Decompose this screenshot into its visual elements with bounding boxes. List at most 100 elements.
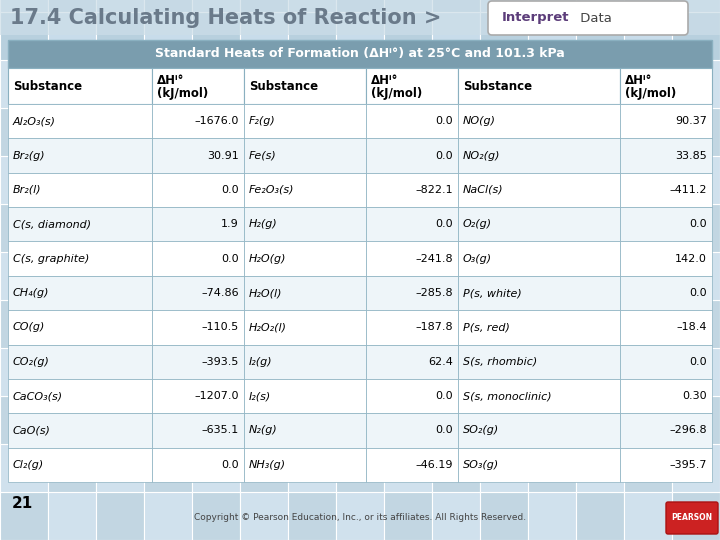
Bar (8, 276, 152, 310)
Text: –110.5: –110.5 (202, 322, 239, 332)
Bar (384, 444, 432, 492)
Text: –18.4: –18.4 (677, 322, 707, 332)
Bar (240, 204, 288, 252)
Text: –395.7: –395.7 (670, 460, 707, 470)
Bar (8, 310, 152, 345)
Bar (244, 310, 366, 345)
Bar (96, 12, 144, 60)
Bar (192, 204, 240, 252)
Bar (576, 204, 624, 252)
Text: 0.0: 0.0 (435, 426, 453, 435)
Bar (672, 444, 720, 492)
Bar (576, 444, 624, 492)
Bar (240, 300, 288, 348)
Bar (672, 60, 720, 108)
Bar (48, 0, 96, 12)
Text: –411.2: –411.2 (670, 185, 707, 195)
Bar (0, 108, 48, 156)
Bar (0, 156, 48, 204)
Text: O₂(g): O₂(g) (463, 219, 492, 230)
Text: Interpret: Interpret (502, 11, 570, 24)
Bar (620, 310, 712, 345)
Bar (244, 241, 366, 276)
Text: –393.5: –393.5 (202, 357, 239, 367)
Text: 1.9: 1.9 (221, 219, 239, 230)
Bar (48, 492, 96, 540)
Bar (528, 60, 576, 108)
Bar (480, 156, 528, 204)
Bar (528, 444, 576, 492)
Bar (432, 492, 480, 540)
Bar (384, 60, 432, 108)
Bar (336, 252, 384, 300)
Bar (48, 396, 96, 444)
Bar (458, 104, 620, 138)
Bar (672, 492, 720, 540)
Text: Br₂(g): Br₂(g) (13, 151, 45, 160)
Text: H₂O₂(l): H₂O₂(l) (249, 322, 287, 332)
Bar (480, 108, 528, 156)
Bar (244, 448, 366, 482)
Bar (576, 108, 624, 156)
Bar (48, 108, 96, 156)
Bar (384, 0, 432, 12)
Bar (288, 396, 336, 444)
Bar (0, 0, 720, 35)
Bar (620, 138, 712, 173)
Bar (96, 348, 144, 396)
Bar (366, 379, 458, 413)
Text: Data: Data (576, 11, 612, 24)
Bar (144, 204, 192, 252)
Bar (480, 492, 528, 540)
Bar (480, 252, 528, 300)
Bar (480, 348, 528, 396)
Bar (48, 348, 96, 396)
Bar (458, 448, 620, 482)
Bar (624, 348, 672, 396)
Text: 0.0: 0.0 (435, 116, 453, 126)
Bar (384, 156, 432, 204)
Bar (288, 444, 336, 492)
Bar (152, 379, 244, 413)
Text: H₂O(g): H₂O(g) (249, 254, 287, 264)
Bar (240, 252, 288, 300)
Bar (152, 413, 244, 448)
Bar (366, 276, 458, 310)
Bar (144, 492, 192, 540)
Bar (96, 396, 144, 444)
Bar (528, 108, 576, 156)
Bar (288, 300, 336, 348)
Bar (8, 138, 152, 173)
Text: 90.37: 90.37 (675, 116, 707, 126)
Bar (480, 444, 528, 492)
Bar (336, 60, 384, 108)
Bar (458, 413, 620, 448)
Bar (366, 310, 458, 345)
Bar (288, 252, 336, 300)
Bar (620, 241, 712, 276)
Text: P(s, red): P(s, red) (463, 322, 510, 332)
Bar (384, 348, 432, 396)
Text: 0.0: 0.0 (689, 288, 707, 298)
Text: CaCO₃(s): CaCO₃(s) (13, 391, 63, 401)
Bar (432, 396, 480, 444)
Bar (0, 348, 48, 396)
Text: –241.8: –241.8 (415, 254, 453, 264)
Bar (0, 204, 48, 252)
Bar (288, 156, 336, 204)
Bar (384, 492, 432, 540)
Bar (624, 492, 672, 540)
Bar (152, 448, 244, 482)
Bar (152, 68, 244, 104)
Bar (620, 207, 712, 241)
Bar (432, 60, 480, 108)
Bar (366, 104, 458, 138)
Bar (458, 68, 620, 104)
Bar (480, 0, 528, 12)
Bar (432, 12, 480, 60)
FancyBboxPatch shape (666, 502, 718, 534)
Bar (624, 444, 672, 492)
Bar (480, 396, 528, 444)
Text: NH₃(g): NH₃(g) (249, 460, 286, 470)
Text: –635.1: –635.1 (202, 426, 239, 435)
